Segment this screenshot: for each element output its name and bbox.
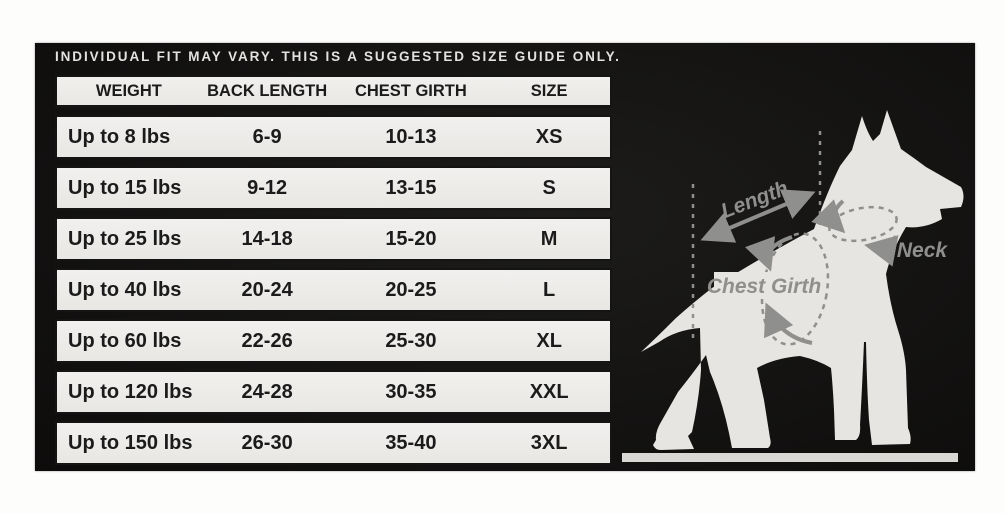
size-cell: 3XL bbox=[530, 431, 568, 454]
back-length-cell: 20-24 bbox=[241, 278, 293, 301]
size-cell: L bbox=[543, 278, 556, 301]
table-row: Up to 150 lbs 26-30 35-40 3XL bbox=[55, 421, 612, 465]
weight-cell: Up to 25 lbs bbox=[68, 227, 182, 250]
size-guide-panel: INDIVIDUAL FIT MAY VARY. THIS IS A SUGGE… bbox=[35, 43, 975, 471]
chest-girth-cell: 13-15 bbox=[385, 176, 437, 199]
size-cell: M bbox=[540, 227, 558, 250]
column-header-back-length: BACK LENGTH bbox=[207, 81, 328, 100]
table-row: Up to 60 lbs 22-26 25-30 XL bbox=[55, 319, 612, 363]
chest-girth-cell: 30-35 bbox=[385, 380, 437, 403]
table-header-row: WEIGHT BACK LENGTH CHEST GIRTH SIZE bbox=[55, 75, 612, 108]
weight-cell: Up to 8 lbs bbox=[68, 125, 171, 148]
table-row: Up to 40 lbs 20-24 20-25 L bbox=[55, 268, 612, 312]
table-row: Up to 120 lbs 24-28 30-35 XXL bbox=[55, 370, 612, 414]
weight-cell: Up to 40 lbs bbox=[68, 278, 182, 301]
table-row: Up to 8 lbs 6-9 10-13 XS bbox=[55, 115, 612, 159]
weight-cell: Up to 60 lbs bbox=[68, 329, 182, 352]
chest-girth-cell: 35-40 bbox=[385, 431, 437, 454]
table-row: Up to 15 lbs 9-12 13-15 S bbox=[55, 166, 612, 210]
back-length-cell: 26-30 bbox=[241, 431, 293, 454]
back-length-cell: 24-28 bbox=[241, 380, 293, 403]
back-length-cell: 6-9 bbox=[252, 125, 282, 148]
table-row: Up to 25 lbs 14-18 15-20 M bbox=[55, 217, 612, 261]
weight-cell: Up to 15 lbs bbox=[68, 176, 182, 199]
size-cell: S bbox=[542, 176, 556, 199]
size-cell: XL bbox=[536, 329, 562, 352]
chest-girth-cell: 15-20 bbox=[385, 227, 437, 250]
size-cell: XXL bbox=[529, 380, 569, 403]
back-length-cell: 9-12 bbox=[247, 176, 288, 199]
back-length-cell: 14-18 bbox=[241, 227, 293, 250]
chest-girth-cell: 20-25 bbox=[385, 278, 437, 301]
column-header-chest-girth: CHEST GIRTH bbox=[354, 81, 467, 100]
column-header-size: SIZE bbox=[530, 81, 568, 100]
back-length-cell: 22-26 bbox=[241, 329, 293, 352]
size-cell: XS bbox=[535, 125, 563, 148]
chest-girth-cell: 10-13 bbox=[385, 125, 437, 148]
column-header-weight: WEIGHT bbox=[95, 81, 162, 100]
weight-cell: Up to 120 lbs bbox=[68, 380, 193, 403]
chest-girth-cell: 25-30 bbox=[385, 329, 437, 352]
weight-cell: Up to 150 lbs bbox=[68, 431, 193, 454]
size-table: WEIGHT BACK LENGTH CHEST GIRTH SIZE Up t… bbox=[55, 75, 612, 465]
disclaimer-banner: INDIVIDUAL FIT MAY VARY. THIS IS A SUGGE… bbox=[55, 49, 621, 64]
